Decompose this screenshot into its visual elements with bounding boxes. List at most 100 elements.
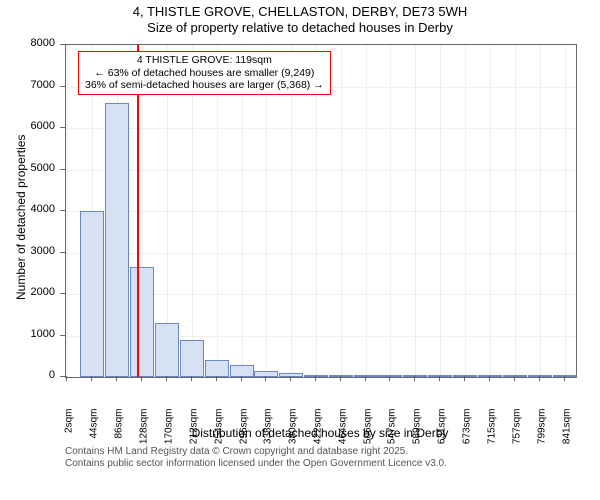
xtick-mark xyxy=(340,376,341,381)
attribution-line2: Contains public sector information licen… xyxy=(65,458,447,469)
xtick-mark xyxy=(91,376,92,381)
xtick-label: 464sqm xyxy=(338,409,349,457)
xtick-label: 506sqm xyxy=(363,409,374,457)
gridline-v xyxy=(515,45,516,377)
xtick-label: 589sqm xyxy=(412,409,423,457)
gridline-v xyxy=(540,45,541,377)
ytick-label: 3000 xyxy=(0,245,55,257)
xtick-label: 673sqm xyxy=(462,409,473,457)
xtick-label: 715sqm xyxy=(487,409,498,457)
xtick-label: 422sqm xyxy=(313,409,324,457)
ytick-label: 0 xyxy=(0,369,55,381)
gridline-v xyxy=(465,45,466,377)
histogram-bar xyxy=(378,375,402,377)
property-marker-line xyxy=(137,45,139,377)
xtick-label: 757sqm xyxy=(511,409,522,457)
ytick-label: 7000 xyxy=(0,79,55,91)
xtick-mark xyxy=(514,376,515,381)
xtick-mark xyxy=(389,376,390,381)
gridline-v xyxy=(366,45,367,377)
xtick-mark xyxy=(414,376,415,381)
xtick-mark xyxy=(365,376,366,381)
xtick-label: 254sqm xyxy=(213,409,224,457)
annotation-line: 4 THISTLE GROVE: 119sqm xyxy=(85,54,324,67)
ytick-label: 5000 xyxy=(0,162,55,174)
ytick-label: 8000 xyxy=(0,37,55,49)
histogram-bar xyxy=(528,375,552,377)
ytick-mark xyxy=(60,86,65,87)
ytick-mark xyxy=(60,252,65,253)
histogram-bar xyxy=(254,371,278,377)
ytick-mark xyxy=(60,335,65,336)
xtick-label: 799sqm xyxy=(536,409,547,457)
xtick-mark xyxy=(241,376,242,381)
gridline-v xyxy=(242,45,243,377)
xtick-label: 212sqm xyxy=(188,409,199,457)
ytick-mark xyxy=(60,169,65,170)
xtick-mark xyxy=(564,376,565,381)
xtick-label: 296sqm xyxy=(238,409,249,457)
plot-area: 4 THISTLE GROVE: 119sqm← 63% of detached… xyxy=(65,44,577,378)
xtick-label: 631sqm xyxy=(437,409,448,457)
xtick-mark xyxy=(116,376,117,381)
ytick-label: 6000 xyxy=(0,120,55,132)
histogram-bar xyxy=(105,103,129,377)
gridline-v xyxy=(415,45,416,377)
histogram-bar xyxy=(428,375,452,377)
xtick-mark xyxy=(315,376,316,381)
xtick-mark xyxy=(439,376,440,381)
xtick-label: 86sqm xyxy=(114,409,125,457)
annotation-line: 36% of semi-detached houses are larger (… xyxy=(85,79,324,92)
ytick-mark xyxy=(60,293,65,294)
xtick-mark xyxy=(290,376,291,381)
annotation-box: 4 THISTLE GROVE: 119sqm← 63% of detached… xyxy=(78,51,331,95)
gridline-v xyxy=(217,45,218,377)
xtick-label: 44sqm xyxy=(89,409,100,457)
ytick-mark xyxy=(60,210,65,211)
gridline-v xyxy=(316,45,317,377)
xtick-label: 338sqm xyxy=(263,409,274,457)
ytick-mark xyxy=(60,127,65,128)
xtick-label: 841sqm xyxy=(561,409,572,457)
gridline-v xyxy=(67,45,68,377)
ytick-mark xyxy=(60,376,65,377)
histogram-bar xyxy=(155,323,179,377)
ytick-label: 4000 xyxy=(0,203,55,215)
histogram-bar xyxy=(230,365,254,377)
xtick-mark xyxy=(166,376,167,381)
xtick-mark xyxy=(464,376,465,381)
gridline-v xyxy=(490,45,491,377)
gridline-v xyxy=(440,45,441,377)
xtick-mark xyxy=(265,376,266,381)
histogram-bar xyxy=(403,375,427,377)
ytick-label: 2000 xyxy=(0,286,55,298)
chart-title: 4, THISTLE GROVE, CHELLASTON, DERBY, DE7… xyxy=(0,0,600,37)
histogram-bar xyxy=(553,375,577,377)
xtick-label: 547sqm xyxy=(387,409,398,457)
histogram-bar xyxy=(279,373,303,377)
xtick-mark xyxy=(191,376,192,381)
xtick-mark xyxy=(539,376,540,381)
xtick-mark xyxy=(141,376,142,381)
ytick-label: 1000 xyxy=(0,328,55,340)
gridline-v xyxy=(291,45,292,377)
gridline-v xyxy=(390,45,391,377)
xtick-label: 2sqm xyxy=(64,409,75,457)
histogram-bar xyxy=(130,267,154,377)
histogram-bar xyxy=(503,375,527,377)
xtick-label: 128sqm xyxy=(138,409,149,457)
histogram-bar xyxy=(329,375,353,377)
xtick-label: 380sqm xyxy=(288,409,299,457)
ytick-mark xyxy=(60,44,65,45)
annotation-line: ← 63% of detached houses are smaller (9,… xyxy=(85,67,324,80)
xtick-label: 170sqm xyxy=(163,409,174,457)
histogram-bar xyxy=(354,375,378,377)
title-line1: 4, THISTLE GROVE, CHELLASTON, DERBY, DE7… xyxy=(133,4,468,19)
gridline-v xyxy=(341,45,342,377)
xtick-mark xyxy=(489,376,490,381)
xtick-mark xyxy=(66,376,67,381)
histogram-bar xyxy=(304,375,328,377)
y-axis-label: Number of detached properties xyxy=(14,135,28,300)
gridline-v xyxy=(266,45,267,377)
gridline-v xyxy=(565,45,566,377)
